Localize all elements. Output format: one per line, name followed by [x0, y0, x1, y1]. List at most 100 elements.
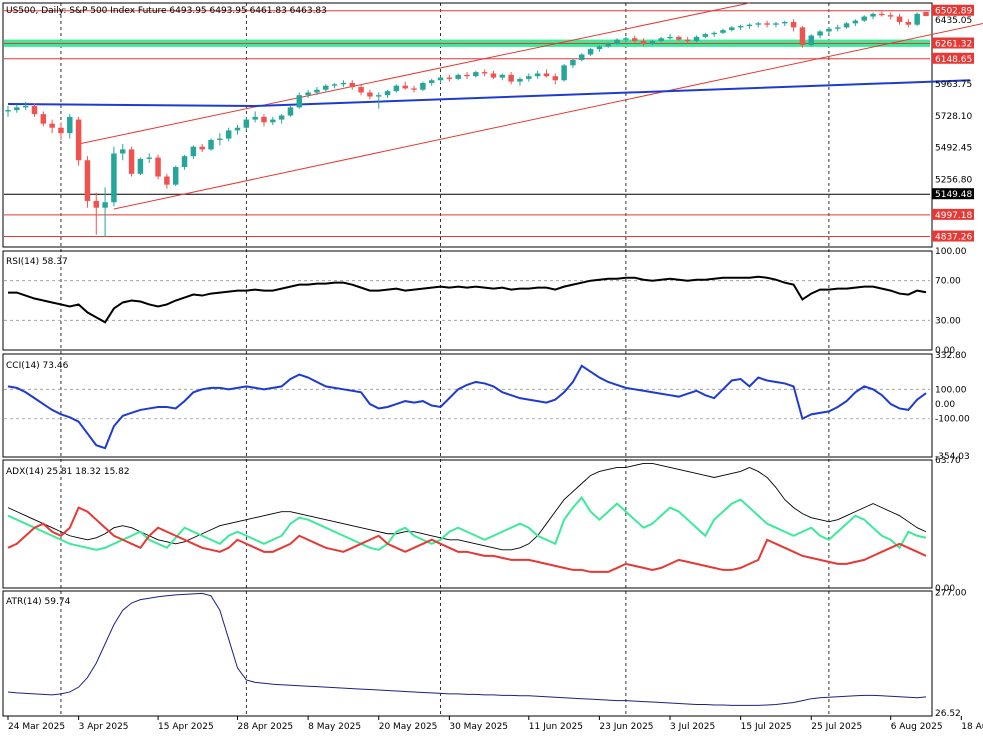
- candle-body: [455, 74, 461, 79]
- candle-body: [843, 23, 850, 28]
- rsi-tick-label: 0.00: [935, 346, 955, 356]
- channel-line: [78, 2, 750, 145]
- adx-tick-label: 63.70: [935, 456, 961, 466]
- x-tick-label: 28 Apr 2025: [238, 722, 294, 732]
- candle-body: [270, 119, 276, 123]
- candle-body: [22, 106, 29, 108]
- price-level-tag-label: 4837.26: [935, 233, 972, 243]
- candle-body: [631, 38, 638, 41]
- candle-body: [14, 107, 20, 111]
- cci-tick-label: -100.00: [935, 415, 970, 425]
- candle-body: [517, 78, 523, 82]
- x-tick-label: 25 Jul 2025: [811, 722, 862, 732]
- pane-frame-atr: [2, 590, 933, 717]
- cci-tick-label: 0.00: [935, 400, 955, 410]
- price-level-tag-label: 6502.89: [935, 7, 972, 17]
- candle-body: [349, 82, 355, 88]
- candle-body: [181, 156, 188, 168]
- candle-body: [411, 88, 417, 90]
- candle-body: [570, 59, 576, 66]
- atr-tick-label: 277.00: [935, 588, 967, 598]
- candle-body: [93, 200, 100, 208]
- candle-body: [905, 21, 912, 25]
- candle-body: [420, 82, 426, 90]
- cci-tick-label: 332.80: [935, 351, 967, 361]
- adx-series-line: [7, 462, 927, 551]
- candle-body: [826, 28, 832, 32]
- candle-body: [552, 76, 559, 81]
- candle-body: [428, 80, 435, 83]
- candle-body: [684, 39, 691, 41]
- pane-frame-price: [2, 2, 933, 248]
- candle-body: [711, 32, 717, 35]
- candle-body: [40, 114, 47, 124]
- candle-body: [375, 95, 382, 97]
- cci-tick-label: 100.00: [935, 385, 967, 395]
- candle-body: [499, 74, 506, 78]
- candle-body: [596, 46, 603, 50]
- cci-line: [7, 364, 927, 450]
- candle-body: [58, 127, 64, 134]
- candle-body: [914, 13, 920, 25]
- candle-body: [367, 92, 373, 97]
- adx-series-line: [7, 506, 927, 573]
- candle-body: [746, 24, 753, 27]
- candle-body: [896, 16, 903, 22]
- price-level-tag-label: 4997.18: [935, 211, 972, 221]
- candle-body: [464, 74, 470, 77]
- rsi-label: RSI(14) 58.37: [6, 257, 68, 267]
- candle-body: [146, 157, 152, 159]
- candle-body: [481, 72, 488, 74]
- candle-body: [614, 39, 620, 44]
- pane-frame-rsi: [2, 250, 933, 351]
- x-tick-label: 18 Aug 2025: [961, 722, 983, 732]
- rsi-tick-label: 70.00: [935, 277, 961, 287]
- candle-body: [676, 36, 682, 40]
- price-level-tag-label: 5149.48: [935, 190, 972, 200]
- price-level-tag-label: 6261.32: [935, 39, 972, 49]
- price-level-tag: [932, 188, 974, 200]
- candle-body: [640, 40, 647, 44]
- x-tick-label: 8 May 2025: [308, 722, 361, 732]
- candle-body: [164, 176, 170, 185]
- candle-body: [870, 13, 876, 17]
- candle-body: [331, 84, 338, 86]
- candle-body: [402, 85, 408, 89]
- candle-body: [667, 36, 673, 39]
- price-tick-label: 5728.10: [935, 112, 972, 122]
- candle-body: [67, 116, 73, 134]
- candle-body: [252, 116, 258, 120]
- candle-body: [808, 35, 814, 46]
- candle-body: [561, 65, 567, 81]
- chart-title: US500, Daily: S&P 500 Index Future 6493.…: [6, 6, 327, 16]
- candle-body: [199, 146, 205, 150]
- candle-body: [543, 73, 550, 77]
- candle-body: [587, 49, 594, 55]
- candle-body: [49, 123, 55, 128]
- price-tick-label: 5256.80: [935, 176, 972, 186]
- candle-body: [861, 16, 867, 21]
- candle-body: [102, 202, 108, 208]
- adx-label: ADX(14) 25.81 18.32 15.82: [6, 467, 130, 477]
- rsi-line: [8, 275, 927, 324]
- candle-body: [261, 116, 267, 123]
- candle-body: [172, 167, 179, 185]
- candle-body: [75, 119, 82, 161]
- candle-body: [31, 106, 38, 115]
- candle-body: [887, 15, 894, 17]
- adx-series-line: [7, 495, 927, 551]
- candle-body: [852, 20, 859, 24]
- candle-body: [579, 54, 585, 60]
- candle-body: [729, 27, 735, 31]
- candle-body: [120, 149, 126, 154]
- candle-body: [155, 157, 161, 177]
- candle-body: [323, 85, 329, 90]
- cci-tick-label: -354.03: [935, 452, 970, 462]
- price-level-tag: [932, 4, 974, 16]
- candle-body: [393, 85, 400, 92]
- x-tick-label: 6 Aug 2025: [891, 722, 943, 732]
- candle-body: [605, 43, 611, 47]
- candle-body: [649, 40, 656, 44]
